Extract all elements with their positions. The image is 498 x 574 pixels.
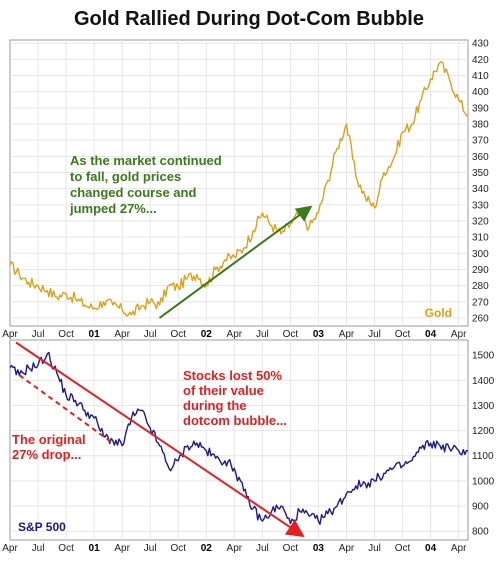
sp500-annotation-line: Stocks lost 50% — [183, 368, 282, 383]
sp500-ytick-label: 900 — [472, 502, 489, 513]
gold-ytick-label: 270 — [472, 297, 489, 308]
sp500-xtick-label: Jul — [368, 543, 381, 554]
gold-trend-arrow — [158, 205, 313, 319]
sp500-plot-frame — [9, 339, 469, 541]
sp500-xtick-label: Jul — [256, 543, 269, 554]
gold-xtick-label: Apr — [227, 329, 243, 340]
sp500-ytick-label: 1000 — [472, 476, 495, 487]
sp500-xtick-label: Oct — [58, 543, 74, 554]
sp500-ytick-label: 1500 — [472, 351, 495, 362]
chart-title: Gold Rallied During Dot-Com Bubble — [74, 8, 424, 30]
gold-ytick-label: 280 — [472, 281, 489, 292]
gold-xtick-label: Jul — [144, 329, 157, 340]
sp500-drop-annotation-line: 27% drop... — [12, 447, 81, 462]
gold-series-label: Gold — [425, 306, 452, 320]
gold-ytick-label: 360 — [472, 152, 489, 163]
gold-ytick-label: 400 — [472, 87, 489, 98]
sp500-xtick-label: Apr — [227, 543, 243, 554]
sp500-ytick-label: 1300 — [472, 401, 495, 412]
gold-plot-frame — [9, 39, 469, 327]
gold-xtick-label: 02 — [201, 329, 213, 340]
gold-annotation-line: changed course and — [70, 185, 196, 200]
sp500-ytick-label: 1400 — [472, 376, 495, 387]
sp500-xtick-label: 02 — [201, 543, 213, 554]
gold-xtick-label: Apr — [2, 329, 18, 340]
gold-xtick-label: Apr — [114, 329, 130, 340]
gold-series-line — [9, 60, 469, 317]
gold-ytick-label: 430 — [472, 39, 489, 50]
sp500-xtick-label: Oct — [395, 543, 411, 554]
gold-annotation-line: As the market continued — [70, 153, 222, 168]
sp500-series-line — [9, 351, 468, 525]
sp500-xtick-label: Apr — [2, 543, 18, 554]
gold-annotation-line: jumped 27%... — [69, 201, 157, 216]
sp500-annotation-line: of their value — [183, 383, 264, 398]
sp500-ytick-label: 1100 — [472, 451, 494, 462]
sp500-xtick-label: 03 — [313, 543, 325, 554]
sp500-decline-arrow — [15, 341, 305, 538]
gold-xtick-label: Jul — [32, 329, 45, 340]
gold-xtick-label: Oct — [170, 329, 186, 340]
gold-ytick-label: 260 — [472, 313, 489, 324]
gold-xtick-label: 01 — [89, 329, 101, 340]
gold-xtick-label: Jul — [368, 329, 381, 340]
gold-ytick-label: 420 — [472, 55, 489, 66]
sp500-xtick-label: Apr — [451, 543, 467, 554]
gold-ytick-label: 380 — [472, 120, 489, 131]
sp500-chart-panel: 800 900 1000 1100 1200 1300 1400 1500 Apr Jul Oct 0… — [2, 339, 495, 554]
sp500-drop-annotation-line: The original — [12, 432, 86, 447]
sp500-xtick-label: Oct — [170, 543, 186, 554]
sp500-original-drop-dashed-line — [18, 374, 114, 444]
gold-xtick-label: Apr — [339, 329, 355, 340]
sp500-annotation-line: during the — [183, 398, 247, 413]
gold-chart-panel: 260 270 280 290 300 310 320 330 340 350 360 370 380 3… — [2, 39, 489, 340]
gold-ytick-label: 320 — [472, 216, 489, 227]
gold-annotation-line: to fall, gold prices — [70, 169, 181, 184]
sp500-xtick-label: Oct — [283, 543, 299, 554]
gold-ytick-label: 330 — [472, 200, 489, 211]
gold-ytick-label: 310 — [472, 233, 489, 244]
gold-xtick-label: 03 — [313, 329, 325, 340]
gold-ytick-label: 350 — [472, 168, 489, 179]
sp500-xtick-label: Jul — [32, 543, 45, 554]
sp500-xtick-label: 01 — [89, 543, 101, 554]
sp500-xtick-label: 04 — [425, 543, 437, 554]
gold-xtick-label: 04 — [425, 329, 437, 340]
gold-xtick-label: Oct — [395, 329, 411, 340]
gold-xtick-label: Oct — [283, 329, 299, 340]
sp500-ytick-label: 1200 — [472, 426, 495, 437]
gold-ytick-label: 410 — [472, 71, 489, 82]
gold-ytick-label: 290 — [472, 265, 489, 276]
sp500-annotation-line: dotcom bubble... — [183, 413, 287, 428]
gold-xtick-label: Jul — [256, 329, 269, 340]
gold-xtick-label: Oct — [58, 329, 74, 340]
gold-ytick-label: 390 — [472, 103, 489, 114]
gold-ytick-label: 300 — [472, 249, 489, 260]
sp500-ytick-label: 800 — [472, 527, 489, 538]
sp500-series-label: S&P 500 — [18, 520, 66, 534]
sp500-xtick-label: Apr — [339, 543, 355, 554]
gold-xtick-label: Apr — [451, 329, 467, 340]
sp500-xtick-label: Apr — [114, 543, 130, 554]
gold-ytick-label: 370 — [472, 136, 489, 147]
gold-ytick-label: 340 — [472, 184, 489, 195]
sp500-xtick-label: Jul — [144, 543, 157, 554]
